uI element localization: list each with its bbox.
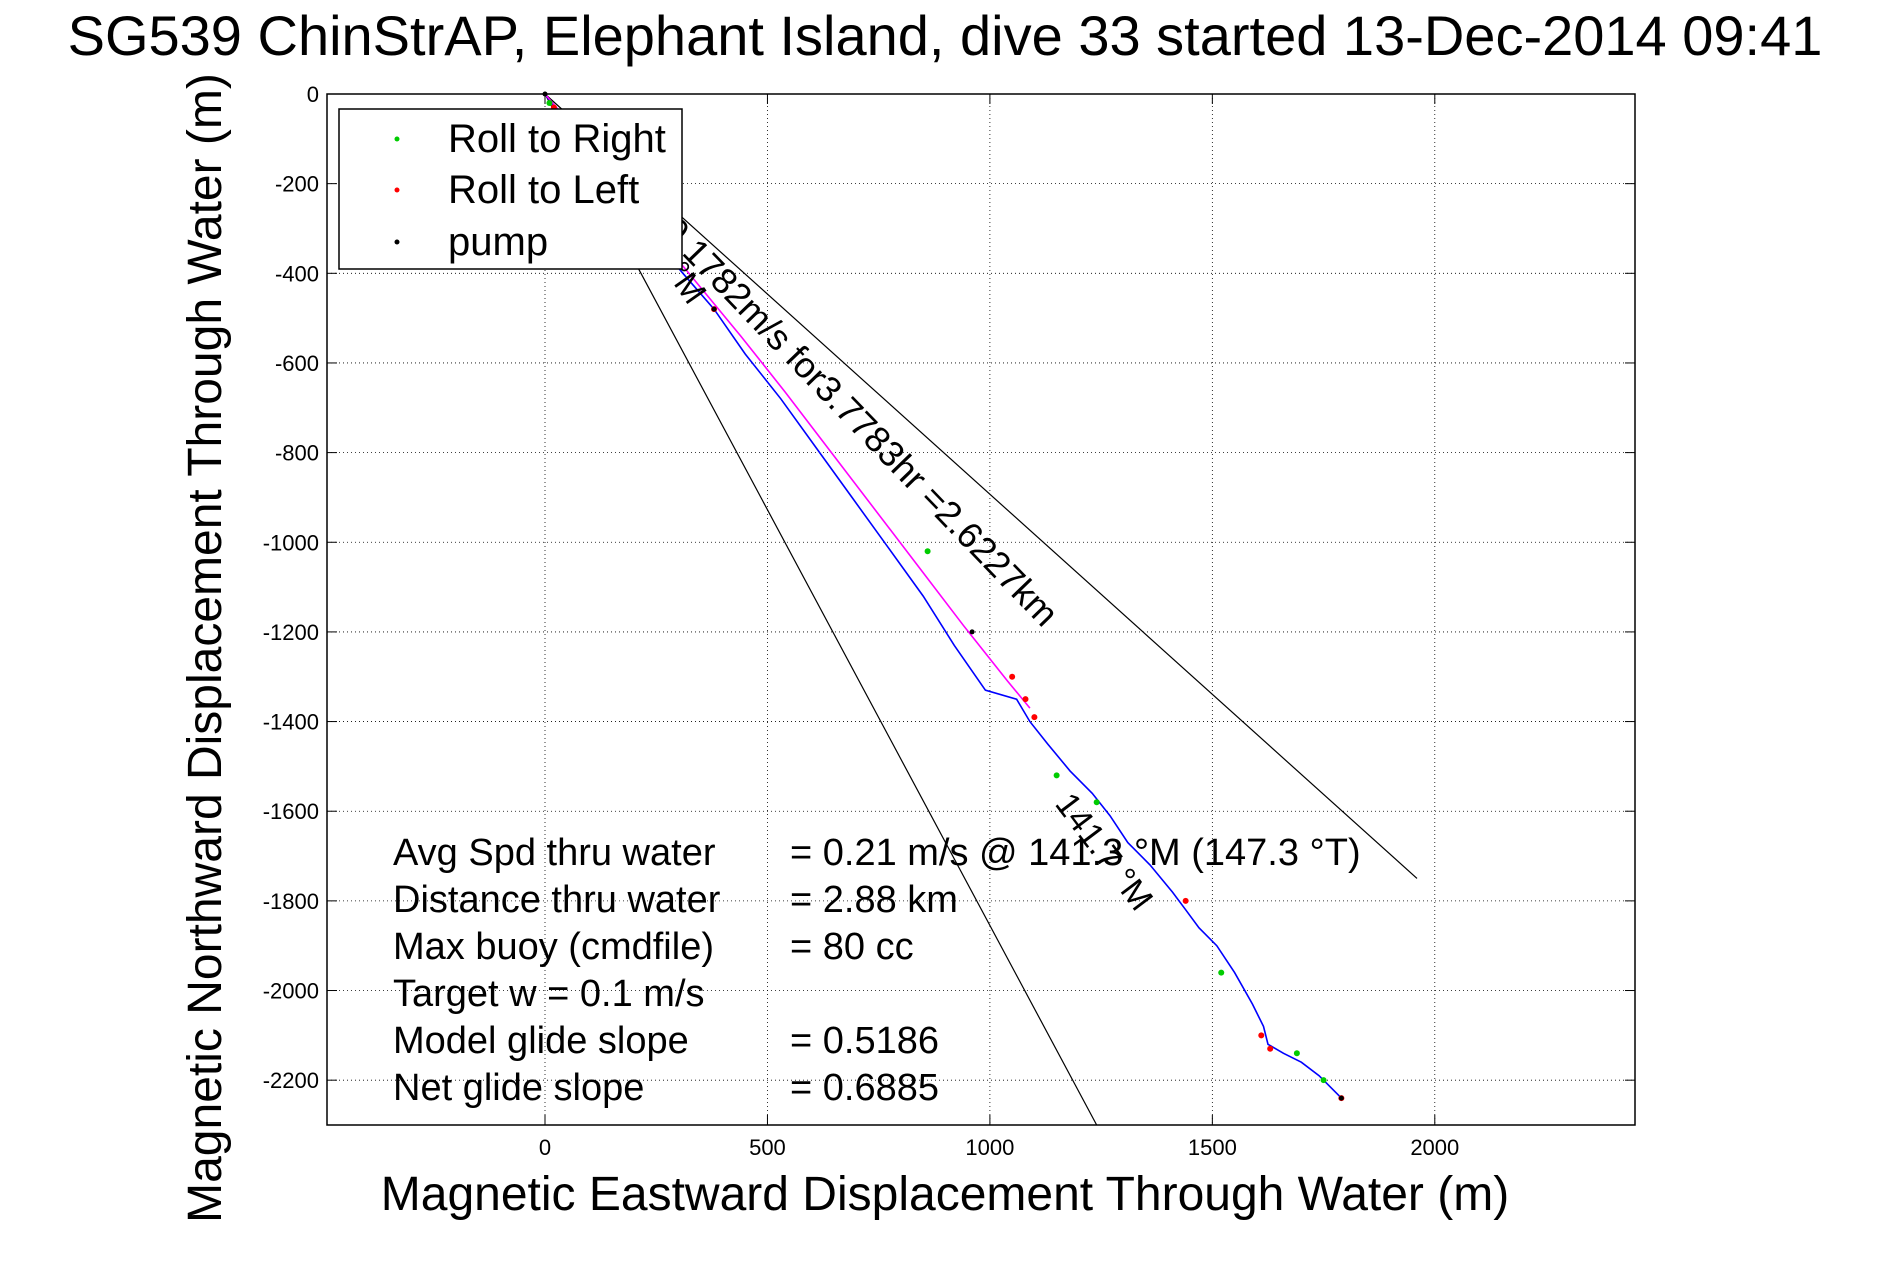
pump-point [969, 629, 975, 635]
roll-left-point [1009, 673, 1016, 680]
y-tick-label: -1200 [263, 620, 319, 645]
track-line [544, 93, 1342, 1099]
y-tick-label: -1400 [263, 710, 319, 735]
stat-label: Target w = 0.1 m/s [393, 973, 705, 1015]
x-tick-label: 0 [539, 1135, 551, 1160]
x-axis-label: Magnetic Eastward Displacement Through W… [381, 1168, 1509, 1221]
axis-ticks: 0 500 1000 1500 2000 0 -200 -400 -600 -800 -1000 -1… [263, 82, 1635, 1160]
x-tick-label: 500 [749, 1135, 786, 1160]
legend-marker-roll-right [394, 136, 400, 142]
stat-value: = 0.6885 [790, 1067, 939, 1109]
stat-label: Avg Spd thru water [393, 832, 716, 874]
heading-guide-line [544, 93, 1418, 879]
stat-label: Max buoy (cmdfile) [393, 926, 714, 968]
y-tick-label: -2000 [263, 979, 319, 1004]
roll-right-point [1093, 799, 1100, 806]
stat-label: Model glide slope [393, 1020, 689, 1062]
y-tick-label: -200 [275, 172, 319, 197]
y-tick-label: -1000 [263, 530, 319, 555]
stat-value: = 0.21 m/s @ 141.3 °M (147.3 °T) [790, 832, 1361, 874]
y-tick-label: -400 [275, 261, 319, 286]
pump-point [1338, 1095, 1344, 1101]
legend-label-roll-right: Roll to Right [448, 117, 666, 161]
roll-right-point [924, 548, 931, 555]
y-tick-label: -2200 [263, 1068, 319, 1093]
stat-label: Net glide slope [393, 1067, 644, 1109]
legend-label-pump: pump [448, 220, 548, 264]
y-axis-label: Magnetic Northward Displacement Through … [179, 73, 232, 1223]
y-tick-label: -1600 [263, 799, 319, 824]
stat-value: = 0.5186 [790, 1020, 939, 1062]
dive-statistics: Avg Spd thru water = 0.21 m/s @ 141.3 °M … [393, 832, 1361, 1109]
roll-right-point [546, 99, 553, 106]
stat-label: Distance thru water [393, 879, 721, 921]
roll-right-point [1218, 969, 1225, 976]
legend-label-roll-left: Roll to Left [448, 168, 639, 212]
y-tick-label: -1800 [263, 889, 319, 914]
y-tick-label: -800 [275, 441, 319, 466]
roll-left-point [1182, 897, 1189, 904]
stat-value: = 2.88 km [790, 879, 958, 921]
stat-value: = 80 cc [790, 926, 914, 968]
legend-marker-pump [394, 239, 400, 245]
pump-point [711, 306, 717, 312]
roll-left-point [1031, 714, 1038, 721]
legend: Roll to Right Roll to Left pump [338, 108, 683, 270]
roll-right-point [1320, 1077, 1327, 1084]
x-tick-label: 1000 [965, 1135, 1014, 1160]
y-tick-label: -600 [275, 351, 319, 376]
x-tick-label: 1500 [1188, 1135, 1237, 1160]
roll-right-point [1053, 772, 1060, 779]
roll-left-point [1267, 1045, 1274, 1052]
roll-right-point [1293, 1050, 1300, 1057]
legend-marker-roll-left [394, 187, 400, 193]
roll-left-point [1258, 1032, 1265, 1039]
x-tick-label: 2000 [1410, 1135, 1459, 1160]
chart-title: SG539 ChinStrAP, Elephant Island, dive 3… [68, 4, 1823, 67]
roll-left-point [1022, 696, 1029, 703]
y-tick-label: 0 [307, 82, 319, 107]
